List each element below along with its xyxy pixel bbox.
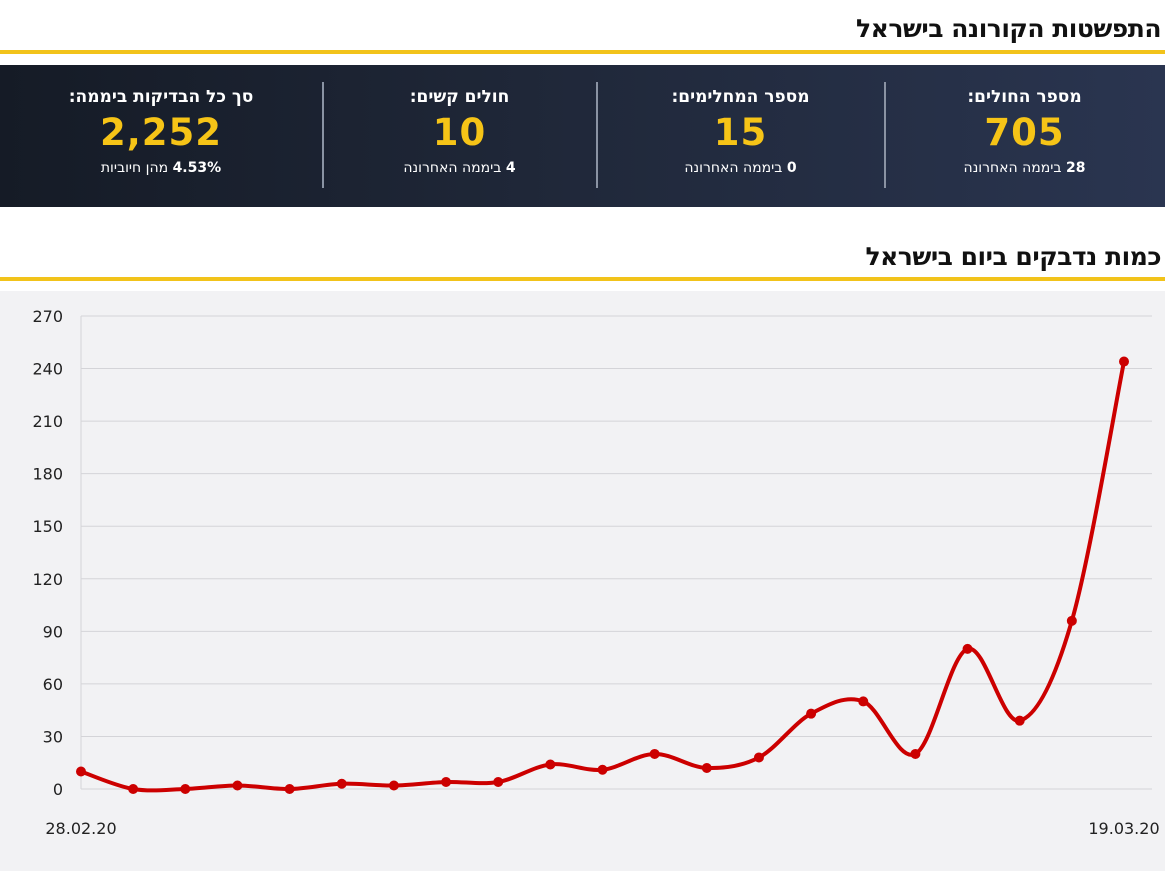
stat-divider	[884, 82, 886, 188]
data-point	[441, 776, 452, 787]
stat-label: סך כל הבדיקות ביממה:	[68, 87, 254, 107]
data-point	[1066, 615, 1077, 626]
y-tick-label: 60	[43, 675, 63, 694]
stat-sub-text: מהן חיוביות	[100, 160, 169, 176]
stat-label: מספר החולים:	[967, 87, 1082, 107]
x-tick-label-start: 28.02.20	[45, 819, 116, 838]
chart-area: 0 30 60 90 120 150 180 210 240 270 28.02.20 19.03.…	[0, 291, 1165, 871]
data-point	[1119, 356, 1129, 367]
y-tick-label: 240	[32, 360, 63, 379]
stat-sub-text: ביממה האחרונה	[684, 160, 783, 176]
data-point	[701, 762, 712, 773]
stat-cases: מספר החולים: 705 28 ביממה האחרונה	[884, 65, 1165, 207]
data-point	[232, 780, 243, 791]
y-tick-label: 210	[32, 412, 63, 431]
stat-divider	[596, 82, 598, 188]
stat-sub: 28 ביממה האחרונה	[884, 160, 1165, 176]
data-point	[858, 696, 869, 707]
stat-sub-text: ביממה האחרונה	[963, 160, 1062, 176]
stats-bar: מספר החולים: 705 28 ביממה האחרונה מספר ה…	[0, 65, 1165, 207]
data-point	[962, 643, 973, 654]
stat-recovered: מספר המחלימים: 15 0 ביממה האחרונה	[597, 65, 884, 207]
chart-title: כמות נדבקים ביום בישראל	[865, 242, 1161, 271]
y-tick-label: 0	[53, 780, 63, 799]
stat-sub-value: 4.53%	[172, 160, 222, 176]
data-point	[1014, 715, 1025, 726]
stat-serious: חולים קשים: 10 4 ביממה האחרונה	[323, 65, 596, 207]
y-tick-label: 30	[43, 727, 63, 746]
data-point	[388, 780, 399, 791]
series-line	[79, 359, 1126, 793]
stat-sub-text: ביממה האחרונה	[403, 160, 502, 176]
chart-title-underline	[0, 277, 1165, 281]
x-axis-ticks: 28.02.20 19.03.20	[45, 819, 1159, 838]
data-point	[649, 748, 660, 759]
stat-divider	[322, 82, 324, 188]
data-point	[753, 752, 764, 763]
gridlines	[80, 315, 1152, 790]
stat-sub: 4 ביממה האחרונה	[323, 160, 596, 176]
x-tick-label-end: 19.03.20	[1088, 819, 1159, 838]
y-tick-label: 180	[32, 465, 63, 484]
stat-sub-value: 4	[505, 160, 516, 176]
y-tick-label: 270	[32, 307, 63, 326]
y-tick-label: 150	[32, 517, 63, 536]
data-point	[180, 784, 191, 794]
stat-value: 10	[432, 111, 487, 154]
title-underline	[0, 50, 1165, 54]
stat-label: מספר המחלימים:	[671, 87, 810, 107]
y-tick-label: 90	[43, 622, 63, 641]
y-axis-ticks: 0 30 60 90 120 150 180 210 240 270	[32, 307, 63, 799]
data-point	[545, 759, 556, 770]
data-point	[493, 776, 504, 787]
stat-value: 15	[713, 111, 768, 154]
stat-value: 705	[984, 111, 1065, 154]
stat-tests: סך כל הבדיקות ביממה: 2,252 4.53% מהן חיו…	[0, 65, 322, 207]
data-point	[128, 784, 139, 794]
stat-sub-value: 0	[786, 160, 797, 176]
stat-sub: 4.53% מהן חיוביות	[0, 160, 322, 176]
stat-value: 2,252	[99, 111, 223, 154]
stat-label: חולים קשים:	[409, 87, 510, 107]
page-title: התפשטות הקורונה בישראל	[856, 14, 1161, 43]
data-point	[806, 708, 817, 719]
line-chart: 0 30 60 90 120 150 180 210 240 270 28.02.20 19.03.…	[32, 307, 1159, 838]
data-point	[336, 778, 347, 789]
data-points	[76, 356, 1129, 794]
data-point	[597, 764, 608, 775]
stat-sub: 0 ביממה האחרונה	[597, 160, 884, 176]
data-point	[910, 748, 921, 759]
data-point	[76, 766, 86, 777]
data-point	[284, 784, 295, 794]
y-tick-label: 120	[32, 570, 63, 589]
stat-sub-value: 28	[1065, 160, 1086, 176]
